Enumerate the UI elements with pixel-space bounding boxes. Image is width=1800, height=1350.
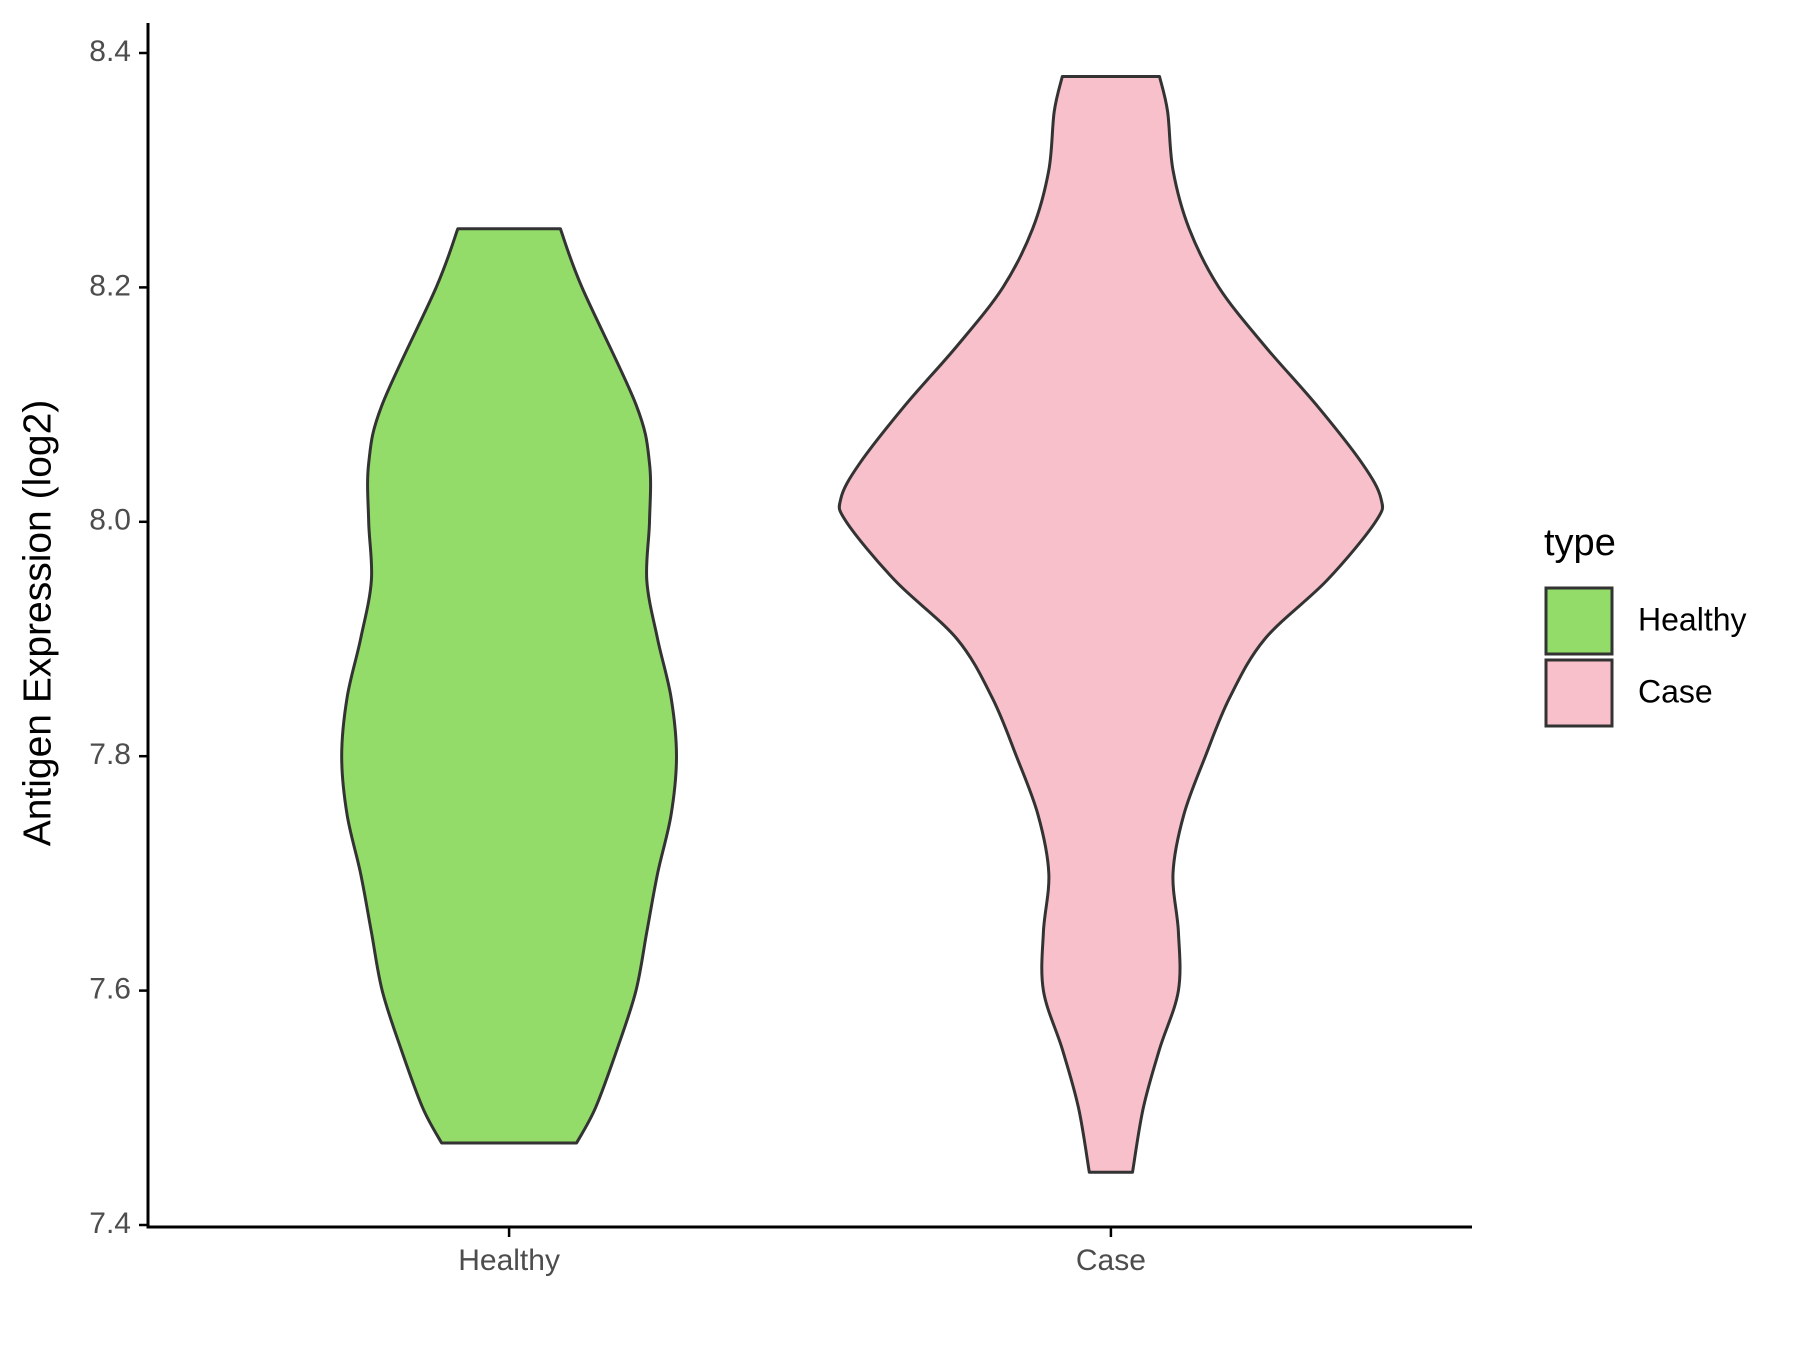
violin-half [341, 228, 510, 1144]
violin-outline [837, 74, 1385, 1174]
violin-half [1110, 75, 1384, 1173]
violin-outline [340, 227, 678, 1145]
y-tick-label: 8.2 [89, 269, 131, 302]
y-tick-label: 8.0 [89, 504, 131, 537]
y-tick-label: 8.4 [89, 35, 131, 68]
x-tick-label: Healthy [458, 1244, 560, 1277]
violin-half [508, 228, 677, 1144]
violin-half [838, 75, 1112, 1173]
y-tick-label: 7.8 [89, 738, 131, 771]
legend-key [1544, 586, 1614, 656]
y-tick-label: 7.4 [89, 1207, 131, 1240]
legend-label: Case [1638, 673, 1713, 709]
legend-label: Healthy [1638, 601, 1747, 637]
y-tick-label: 7.6 [89, 973, 131, 1006]
y-axis-title: Antigen Expression (log2) [16, 400, 59, 847]
legend-title: type [1544, 522, 1616, 564]
legend-key [1544, 658, 1614, 728]
x-tick-label: Case [1076, 1244, 1146, 1277]
